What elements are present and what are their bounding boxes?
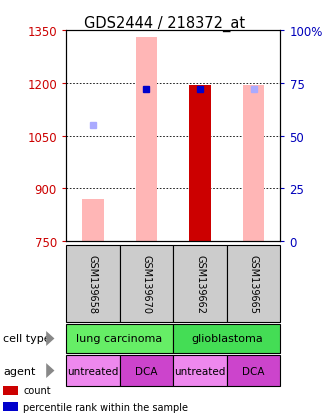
Bar: [82, 199, 104, 242]
Bar: [189, 85, 211, 242]
Bar: [136, 38, 157, 242]
Text: percentile rank within the sample: percentile rank within the sample: [23, 402, 188, 412]
Text: GSM139658: GSM139658: [88, 254, 98, 313]
Text: count: count: [23, 385, 51, 395]
Text: untreated: untreated: [174, 366, 226, 376]
Text: cell type: cell type: [3, 334, 51, 344]
Text: GSM139670: GSM139670: [142, 254, 151, 313]
Text: untreated: untreated: [67, 366, 118, 376]
Text: GSM139665: GSM139665: [249, 254, 259, 313]
Text: lung carcinoma: lung carcinoma: [77, 334, 163, 344]
Text: GDS2444 / 218372_at: GDS2444 / 218372_at: [84, 16, 246, 32]
Text: DCA: DCA: [135, 366, 158, 376]
Text: DCA: DCA: [243, 366, 265, 376]
Bar: [243, 85, 264, 242]
Text: glioblastoma: glioblastoma: [191, 334, 263, 344]
Text: GSM139662: GSM139662: [195, 254, 205, 313]
Text: agent: agent: [3, 366, 36, 376]
